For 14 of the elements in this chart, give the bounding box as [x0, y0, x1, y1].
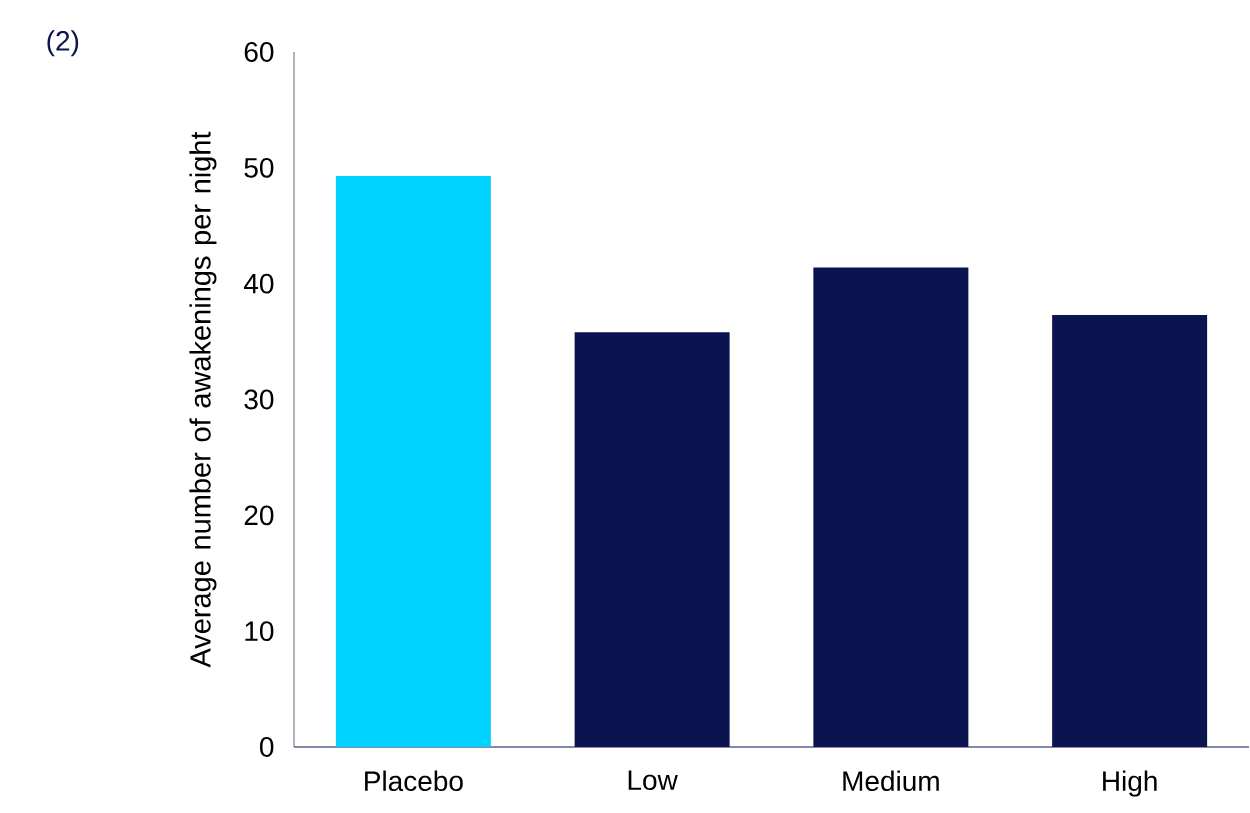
y-tick-label: 10	[245, 621, 274, 642]
x-tick-label: Low	[628, 770, 678, 791]
x-tick-label: High	[1103, 770, 1157, 797]
bar	[335, 175, 491, 747]
text: (2)	[47, 30, 79, 57]
x-tick-label: Medium	[843, 770, 939, 792]
y-tick-label: 50	[244, 157, 274, 178]
y-tick-label: 20	[244, 505, 274, 526]
x-tick-label: Placebo	[365, 770, 463, 792]
y-axis-title: Average number of awakenings per night	[189, 131, 217, 668]
y-tick-label: 0	[260, 737, 274, 757]
y-tick-label: 30	[244, 389, 274, 410]
y-tick-label: 60	[244, 42, 274, 62]
y-tick-label: 40	[243, 273, 274, 294]
